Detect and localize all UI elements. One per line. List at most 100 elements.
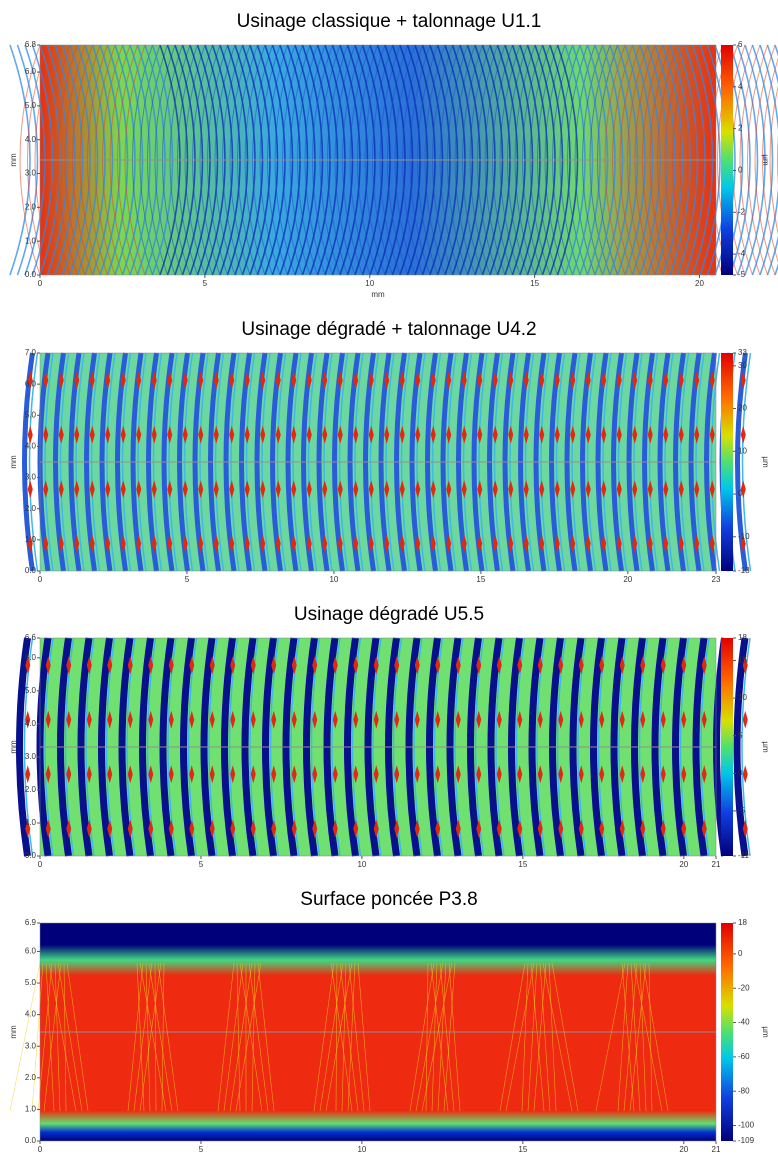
colorbar (721, 353, 733, 571)
y-tick-label: 0.0 (25, 1136, 37, 1145)
y-tick-label: 0.0 (25, 851, 37, 860)
texture (28, 480, 33, 498)
y-tick-label: 1.0 (25, 818, 37, 827)
colorbar-tick-label: -5 (738, 270, 746, 279)
y-tick-label: 6.9 (25, 918, 37, 927)
y-tick-label: 5.0 (25, 410, 37, 419)
y-tick-label: 2.0 (25, 202, 37, 211)
y-tick-label: 1.0 (25, 236, 37, 245)
colorbar-tick-label: -40 (738, 1018, 750, 1027)
colorbar-tick-label: 33 (738, 348, 747, 357)
y-tick-label: 2.0 (25, 785, 37, 794)
y-tick-label: 3.0 (25, 473, 37, 482)
y-tick-label: 2.0 (25, 1073, 37, 1082)
colorbar-tick-label: 6 (738, 40, 743, 49)
y-tick-label: 6.0 (25, 379, 37, 388)
colorbar (721, 638, 733, 856)
y-tick-label: 0.0 (25, 270, 37, 279)
colorbar (721, 923, 733, 1141)
y-tick-label: 6.0 (25, 67, 37, 76)
y-tick-label: 7.0 (25, 348, 37, 357)
colorbar-label: µm (761, 1026, 770, 1038)
y-tick-label: 6.0 (25, 947, 37, 956)
y-tick-label: 4.0 (25, 1010, 37, 1019)
texture (770, 45, 778, 275)
colorbar-tick-label: 2 (738, 124, 743, 133)
chart-title: Usinage dégradé + talonnage U4.2 (241, 319, 536, 340)
colorbar (721, 45, 733, 275)
x-tick-label: 5 (203, 279, 208, 288)
colorbar-tick-label: -18 (738, 566, 750, 575)
x-tick-label: 0 (38, 279, 43, 288)
colorbar-tick-label: -5 (738, 806, 746, 815)
panel: Usinage dégradé U5.5 0 5 10 15 20 21 0.0 1.0 2.0 3… (9, 604, 770, 869)
x-axis-label: mm (371, 290, 385, 299)
colorbar-tick-label: -10 (738, 532, 750, 541)
y-tick-label: 4.0 (25, 719, 37, 728)
colorbar-tick-label: 18 (738, 633, 747, 642)
x-tick-label: 21 (712, 1145, 721, 1154)
colorbar-tick-label: 4 (738, 82, 743, 91)
y-tick-label: 3.0 (25, 752, 37, 761)
texture (741, 426, 746, 444)
x-tick-label: 21 (712, 860, 721, 869)
x-tick-label: 20 (695, 279, 704, 288)
colorbar-tick-label: 20 (738, 404, 747, 413)
colorbar-tick-label: 0 (738, 489, 743, 498)
colorbar-label: µm (761, 154, 770, 166)
x-tick-label: 20 (679, 1145, 688, 1154)
y-tick-label: 5.0 (25, 978, 37, 987)
x-tick-label: 15 (518, 860, 527, 869)
x-tick-label: 5 (199, 860, 204, 869)
x-tick-label: 0 (38, 575, 43, 584)
y-axis-label: mm (9, 740, 18, 754)
x-tick-label: 10 (357, 860, 366, 869)
x-tick-label: 0 (38, 1145, 43, 1154)
x-tick-label: 15 (518, 1145, 527, 1154)
colorbar-tick-label: -109 (738, 1136, 755, 1145)
chart-title: Surface poncée P3.8 (300, 889, 477, 910)
colorbar-tick-label: 10 (738, 693, 747, 702)
y-tick-label: 5.0 (25, 686, 37, 695)
x-tick-label: 0 (38, 860, 43, 869)
chart-title: Usinage dégradé U5.5 (294, 604, 484, 625)
colorbar-label: µm (761, 456, 770, 468)
colorbar-tick-label: -2 (738, 207, 746, 216)
colorbar-tick-label: -80 (738, 1086, 750, 1095)
x-tick-label: 5 (199, 1145, 204, 1154)
chart-title: Usinage classique + talonnage U1.1 (237, 11, 542, 32)
colorbar-tick-label: -100 (738, 1121, 755, 1130)
colorbar-tick-label: 10 (738, 446, 747, 455)
x-tick-label: 5 (185, 575, 190, 584)
y-tick-label: 3.0 (25, 169, 37, 178)
panel: Usinage dégradé + talonnage U4.2 0 5 10 15 20… (9, 319, 770, 584)
y-tick-label: 6.6 (25, 633, 37, 642)
y-axis-label: mm (9, 1025, 18, 1039)
colorbar-tick-label: 0 (738, 768, 743, 777)
y-tick-label: 3.0 (25, 1041, 37, 1050)
colorbar-tick-label: 0 (738, 949, 743, 958)
x-tick-label: 10 (365, 279, 374, 288)
colorbar-tick-label: 15 (738, 656, 747, 665)
y-tick-label: 2.0 (25, 504, 37, 513)
colorbar-tick-label: -20 (738, 983, 750, 992)
colorbar-label: µm (761, 741, 770, 753)
y-tick-label: 1.0 (25, 1105, 37, 1114)
colorbar-tick-label: -11 (738, 851, 750, 860)
x-tick-label: 10 (329, 575, 338, 584)
colorbar-tick-label: 30 (738, 361, 747, 370)
y-axis-label: mm (9, 455, 18, 469)
x-tick-label: 15 (476, 575, 485, 584)
x-tick-label: 23 (712, 575, 721, 584)
y-tick-label: 4.0 (25, 135, 37, 144)
x-tick-label: 20 (623, 575, 632, 584)
y-axis-label: mm (9, 153, 18, 167)
colorbar-tick-label: 0 (738, 166, 743, 175)
colorbar-tick-label: -60 (738, 1052, 750, 1061)
y-tick-label: 6.8 (25, 40, 37, 49)
texture (737, 638, 745, 856)
x-tick-label: 20 (679, 860, 688, 869)
